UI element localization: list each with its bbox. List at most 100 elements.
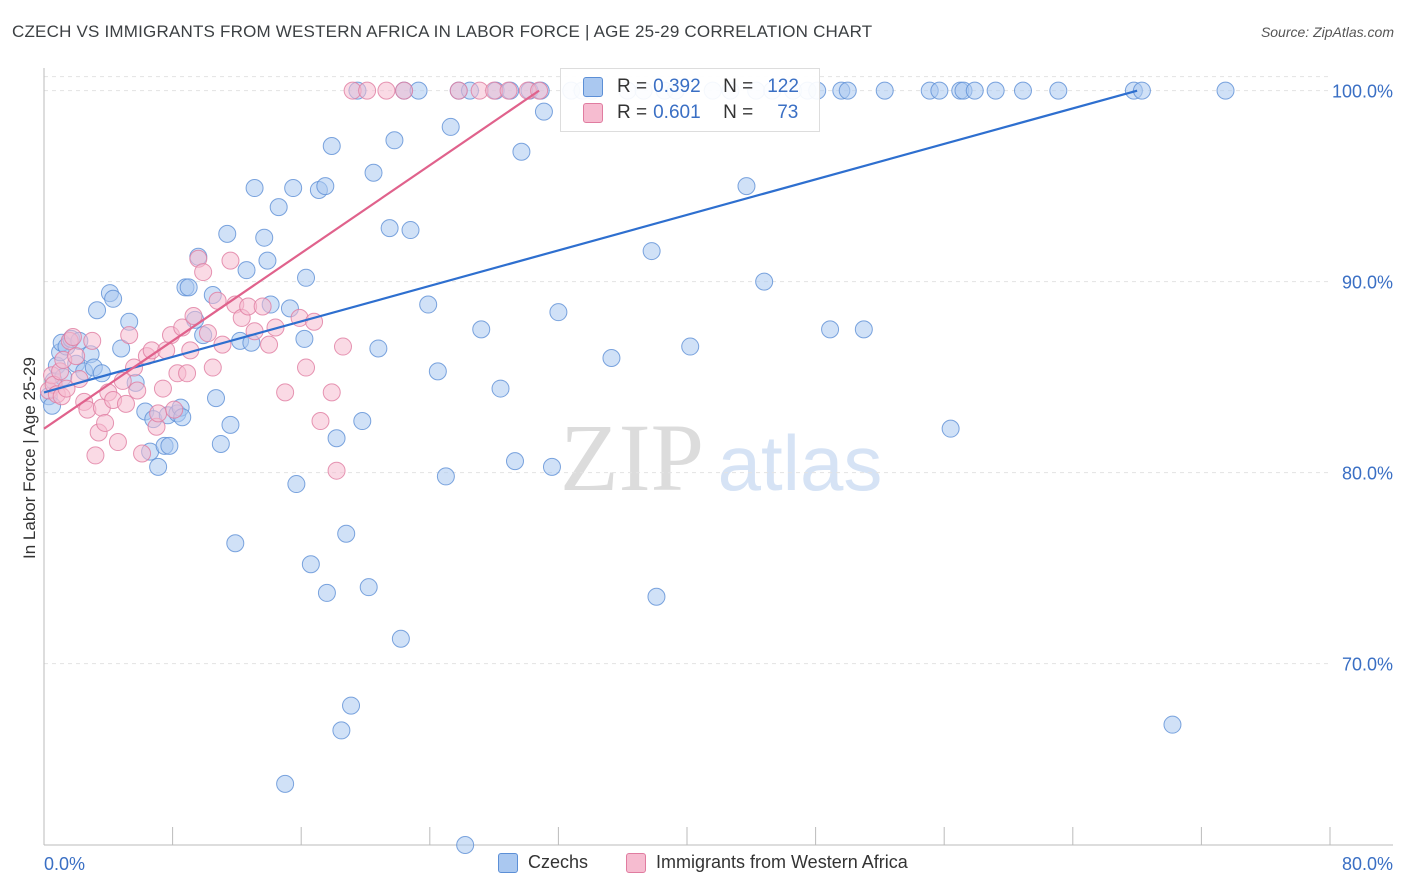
czechs-point-17: [104, 289, 123, 308]
czechs-point-67: [359, 578, 378, 597]
x-tick-label-max: 80.0%: [1342, 854, 1393, 874]
western-africa-point-18: [96, 413, 115, 432]
czechs-r-value: 0.392: [653, 76, 701, 97]
czechs-point-64: [342, 696, 361, 715]
czechs-point-41: [226, 534, 245, 553]
czechs-point-71: [385, 131, 404, 150]
stats-row-czechs: R = 0.392 N = 122: [583, 75, 799, 99]
western-africa-point-61: [327, 461, 346, 480]
czechs-point-116: [838, 81, 857, 100]
legend-item-czechs[interactable]: Czechs: [498, 852, 588, 873]
czechs-point-74: [401, 221, 420, 240]
source-label: Source: ZipAtlas.com: [1260, 24, 1394, 40]
y-tick-label-90: 90.0%: [1342, 273, 1393, 293]
czechs-swatch: [583, 77, 603, 97]
czechs-point-63: [337, 524, 356, 543]
czechs-point-46: [255, 228, 274, 247]
western-africa-point-59: [311, 412, 330, 431]
czechs-point-114: [821, 320, 840, 339]
legend-swatch-western-africa: [626, 852, 646, 873]
czechs-point-125: [986, 81, 1005, 100]
czechs-point-62: [332, 721, 351, 740]
data-points: [39, 81, 1235, 854]
czechs-point-85: [491, 379, 510, 398]
western-africa-point-55: [276, 383, 295, 402]
western-africa-point-67: [449, 81, 468, 100]
stats-legend: R = 0.392 N = 122 R = 0.601 N = 73: [560, 68, 820, 132]
czechs-point-43: [237, 261, 256, 280]
legend-item-western-africa[interactable]: Immigrants from Western Africa: [626, 852, 908, 873]
czechs-point-40: [221, 415, 240, 434]
czechs-point-18: [112, 339, 131, 358]
czechs-point-91: [534, 102, 553, 121]
czechs-point-76: [419, 295, 438, 314]
czechs-point-45: [245, 179, 264, 198]
y-tick-label-70: 70.0%: [1342, 655, 1393, 675]
western-africa-point-23: [116, 394, 135, 413]
czechs-point-109: [755, 272, 774, 291]
western-africa-point-24: [120, 326, 139, 345]
czechs-point-53: [287, 475, 306, 494]
czechs-r-label: R =: [617, 76, 648, 97]
western-africa-point-66: [395, 81, 414, 100]
czechs-point-61: [327, 429, 346, 448]
czechs-point-107: [737, 177, 756, 196]
watermark-zip: ZIP: [560, 404, 704, 511]
legend-label-western-africa: Immigrants from Western Africa: [656, 852, 908, 872]
western-africa-point-42: [194, 263, 213, 282]
czechs-point-50: [276, 774, 295, 793]
czechs-point-58: [316, 177, 335, 196]
western-africa-n-label: N =: [723, 102, 754, 123]
czechs-point-14: [88, 301, 107, 320]
czechs-point-77: [428, 362, 447, 381]
czechs-point-117: [854, 320, 873, 339]
czechs-point-118: [875, 81, 894, 100]
czechs-point-92: [542, 457, 561, 476]
czechs-point-126: [1013, 81, 1032, 100]
czechs-point-69: [369, 339, 388, 358]
czechs-point-59: [317, 583, 336, 602]
czechs-point-56: [301, 555, 320, 574]
axis-labels: 70.0% 80.0% 90.0% 100.0% 0.0% 80.0% In Labor F…: [20, 82, 1393, 874]
gridlines: [44, 76, 1330, 665]
western-africa-point-70: [499, 81, 518, 100]
western-africa-r-value: 0.601: [653, 102, 701, 123]
trend-lines: [43, 89, 1138, 430]
czechs-point-60: [322, 137, 341, 156]
bottom-legend: Czechs Immigrants from Western Africa: [0, 852, 1406, 878]
czechs-point-27: [160, 436, 179, 455]
western-africa-point-47: [221, 251, 240, 270]
western-africa-point-21: [108, 433, 127, 452]
czechs-point-54: [295, 329, 314, 348]
czechs-n-value: 122: [767, 76, 799, 97]
czechs-point-32: [179, 278, 198, 297]
western-africa-point-65: [377, 81, 396, 100]
western-africa-point-62: [333, 337, 352, 356]
czechs-point-127: [1049, 81, 1068, 100]
western-africa-point-60: [322, 383, 341, 402]
czechs-point-100: [642, 242, 661, 261]
czechs-point-131: [1216, 81, 1235, 100]
legend-swatch-czechs: [498, 852, 518, 873]
czechs-point-55: [297, 268, 316, 287]
czechs-point-37: [207, 389, 226, 408]
czechs-point-15: [92, 364, 111, 383]
stats-row-western-africa: R = 0.601 N = 73: [583, 101, 798, 125]
western-africa-n-value: 73: [777, 102, 799, 123]
czechs-point-49: [269, 198, 288, 217]
czechs-point-101: [647, 587, 666, 606]
western-africa-point-9: [63, 328, 82, 347]
western-africa-point-38: [178, 364, 197, 383]
legend-label-czechs: Czechs: [528, 852, 589, 872]
western-africa-point-52: [253, 297, 272, 316]
western-africa-trend-line: [43, 89, 540, 430]
western-africa-point-15: [86, 446, 105, 465]
czechs-point-38: [211, 434, 230, 453]
western-africa-point-14: [83, 331, 102, 350]
czechs-point-83: [472, 320, 491, 339]
western-africa-point-53: [260, 335, 279, 354]
czechs-point-130: [1163, 715, 1182, 734]
chart-title: CZECH VS IMMIGRANTS FROM WESTERN AFRICA …: [12, 22, 873, 41]
western-africa-point-44: [203, 358, 222, 377]
western-africa-point-27: [133, 444, 152, 463]
